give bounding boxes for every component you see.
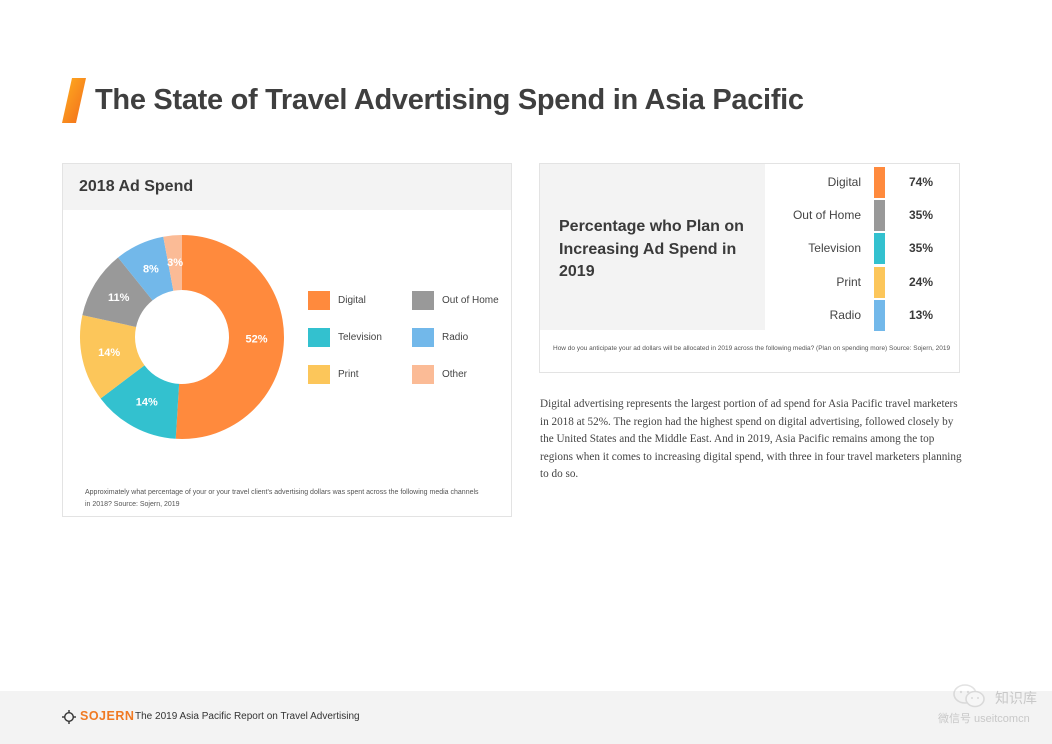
legend-item-radio: Radio xyxy=(412,328,468,347)
title-accent-mark xyxy=(62,78,86,123)
increase-row-value: 35% xyxy=(909,241,934,256)
donut-label-television: 14% xyxy=(136,397,158,409)
legend-item-other: Other xyxy=(412,365,467,384)
ad-spend-footnote: Approximately what percentage of your or… xyxy=(85,489,479,508)
increase-row-color-bar xyxy=(874,200,885,232)
legend-label: Radio xyxy=(442,332,469,343)
increase-row-value: 74% xyxy=(909,175,934,189)
legend-item-out-of-home: Out of Home xyxy=(412,291,499,310)
donut-slice-radio xyxy=(118,236,174,301)
page-footer: SOJERN The 2019 Asia Pacific Report on T… xyxy=(0,691,1052,744)
legend-item-television: Television xyxy=(308,328,382,347)
wechat-watermark-icon xyxy=(953,684,985,708)
legend-swatch xyxy=(308,291,330,310)
increase-spend-panel: Percentage who Plan on Increasing Ad Spe… xyxy=(539,163,960,373)
increase-row-color-bar xyxy=(874,266,885,298)
ad-spend-title: 2018 Ad Spend xyxy=(79,178,194,195)
increase-row-value: 24% xyxy=(909,274,934,289)
legend-label: Print xyxy=(338,369,359,380)
legend-label: Television xyxy=(338,332,382,343)
footer-report-title: The 2019 Asia Pacific Report on Travel A… xyxy=(135,711,360,722)
increase-spend-title: Percentage who Plan on Increasing Ad Spe… xyxy=(559,218,744,280)
summary-paragraph: Digital advertising represents the large… xyxy=(540,398,962,480)
increase-row-radio: Radio 13% xyxy=(765,299,960,331)
legend-label: Other xyxy=(442,369,468,380)
increase-row-color-bar xyxy=(874,167,885,198)
ad-spend-donut-chart: 52% 14% 14% 11% 8% 3% xyxy=(80,235,285,439)
increase-row-color-bar xyxy=(874,299,885,331)
increase-row-label: Out of Home xyxy=(792,208,861,223)
increase-row-print: Print 24% xyxy=(765,266,960,298)
increase-row-digital: Digital 74% xyxy=(765,167,960,198)
legend-swatch xyxy=(308,365,330,384)
increase-row-label: Digital xyxy=(827,175,861,189)
footer-brand: SOJERN xyxy=(80,709,135,723)
donut-slice-out-of-home xyxy=(82,257,153,327)
ad-spend-panel-header xyxy=(63,164,511,210)
donut-label-digital: 52% xyxy=(245,333,267,345)
increase-row-label: Radio xyxy=(829,307,861,322)
sojern-logo-icon xyxy=(62,710,76,724)
watermark-line-1: 知识库 xyxy=(995,690,1037,706)
legend-label: Out of Home xyxy=(442,295,499,306)
page-title: The State of Travel Advertising Spend in… xyxy=(95,84,804,116)
ad-spend-panel: 2018 Ad Spend 52% 14% 14% 11% 8% 3% Digital Ou… xyxy=(62,163,512,517)
donut-label-other: 3% xyxy=(167,257,183,269)
legend-item-print: Print xyxy=(308,365,359,384)
donut-slice-other xyxy=(163,235,182,291)
increase-row-value: 13% xyxy=(909,307,934,322)
donut-label-radio: 8% xyxy=(143,263,159,275)
increase-row-television: Television 35% xyxy=(765,233,960,265)
legend-label: Digital xyxy=(338,295,366,306)
donut-slice-television xyxy=(100,365,180,439)
increase-row-value: 35% xyxy=(909,208,934,223)
legend-swatch xyxy=(308,328,330,347)
watermark-line-2: 微信号 useitcomcn xyxy=(938,713,1030,725)
increase-spend-footnote: How do you anticipate your ad dollars wi… xyxy=(553,345,951,352)
increase-row-color-bar xyxy=(874,233,885,265)
legend-item-digital: Digital xyxy=(308,291,366,310)
donut-label-print: 14% xyxy=(98,347,120,359)
legend-swatch xyxy=(412,291,434,310)
increase-row-out-of-home: Out of Home 35% xyxy=(765,200,960,232)
increase-spend-title-box: Percentage who Plan on Increasing Ad Spe… xyxy=(540,164,765,330)
increase-row-label: Print xyxy=(836,274,861,289)
increase-row-label: Television xyxy=(808,241,861,256)
donut-slice-digital xyxy=(175,235,285,439)
legend-swatch xyxy=(412,365,434,384)
donut-label-out-of-home: 11% xyxy=(108,292,130,304)
donut-slice-print xyxy=(80,315,145,399)
legend-swatch xyxy=(412,328,434,347)
